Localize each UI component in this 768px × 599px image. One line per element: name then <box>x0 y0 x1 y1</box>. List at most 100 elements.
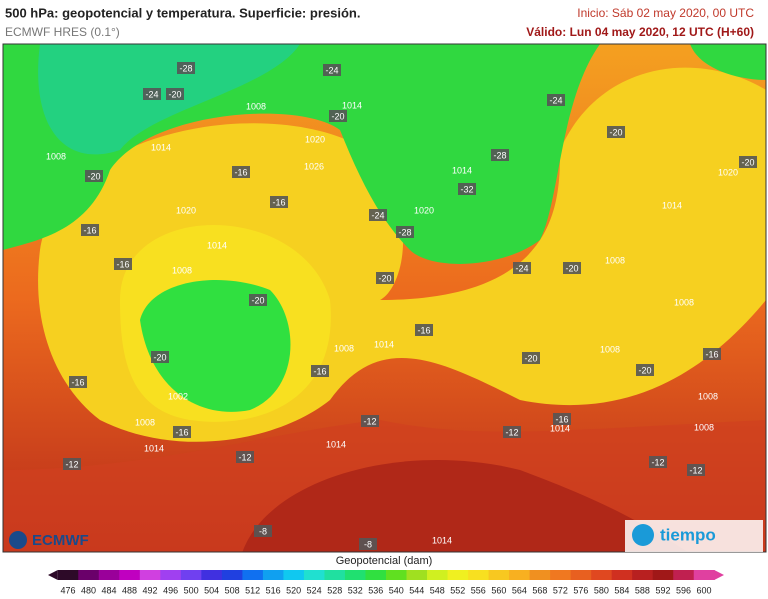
colorbar-swatch <box>344 570 366 580</box>
colorbar-swatch <box>591 570 613 580</box>
temperature-label: -16 <box>555 414 568 424</box>
colorbar-tick-label: 544 <box>409 585 424 595</box>
temperature-label: -16 <box>417 325 430 335</box>
ecmwf-text: ECMWF <box>32 532 89 549</box>
colorbar-tick-label: 524 <box>307 585 322 595</box>
temperature-label: -16 <box>313 366 326 376</box>
temperature-label: -24 <box>371 210 384 220</box>
colorbar-tick-label: 596 <box>676 585 691 595</box>
colorbar-swatch <box>262 570 284 580</box>
temperature-label: -16 <box>272 197 285 207</box>
colorbar-swatch <box>365 570 387 580</box>
title: 500 hPa: geopotencial y temperatura. Sup… <box>5 5 360 20</box>
temperature-label: -20 <box>524 353 537 363</box>
pressure-label: 1008 <box>674 297 694 307</box>
temperature-label: -8 <box>364 539 372 549</box>
temp-box <box>359 538 377 550</box>
colorbar-tick-label: 492 <box>143 585 158 595</box>
temp-box <box>329 110 347 122</box>
temperature-label: -24 <box>145 89 158 99</box>
colorbar-tick-label: 592 <box>655 585 670 595</box>
temp-box <box>249 294 267 306</box>
pressure-label: 1020 <box>718 167 738 177</box>
colorbar-swatch <box>509 570 531 580</box>
temperature-label: -20 <box>609 127 622 137</box>
colorbar-swatch <box>427 570 449 580</box>
pressure-label: 1008 <box>246 101 266 111</box>
temp-box <box>143 88 161 100</box>
pressure-label: 1008 <box>698 391 718 401</box>
temp-box <box>739 156 757 168</box>
temperature-label: -32 <box>460 184 473 194</box>
temperature-label: -20 <box>251 295 264 305</box>
temp-box <box>376 272 394 284</box>
temperature-label: -28 <box>398 227 411 237</box>
pressure-label: 1014 <box>374 339 394 349</box>
tiempo-text: tiempo <box>660 525 716 544</box>
colorbar-tick-label: 548 <box>430 585 445 595</box>
temperature-label: -12 <box>651 457 664 467</box>
pressure-label: 1014 <box>326 439 346 449</box>
colorbar-tick-label: 536 <box>368 585 383 595</box>
pressure-label: 1008 <box>172 265 192 275</box>
temperature-label: -20 <box>741 157 754 167</box>
colorbar-tick-label: 504 <box>204 585 219 595</box>
temperature-label: -16 <box>116 259 129 269</box>
temp-box <box>236 451 254 463</box>
map <box>3 44 766 552</box>
colorbar-tick-label: 508 <box>225 585 240 595</box>
pressure-label: 1020 <box>305 134 325 144</box>
colorbar-swatch <box>570 570 592 580</box>
pressure-label: 1026 <box>304 161 324 171</box>
pressure-label: 1014 <box>662 200 682 210</box>
temp-box <box>547 94 565 106</box>
pressure-label: 1014 <box>151 142 171 152</box>
temp-box <box>114 258 132 270</box>
colorbar-swatch <box>468 570 490 580</box>
colorbar-tick-label: 564 <box>512 585 527 595</box>
colorbar-arrow-left <box>48 570 58 580</box>
temp-box <box>69 376 87 388</box>
colorbar-tick-label: 576 <box>573 585 588 595</box>
pressure-label: 1002 <box>168 391 188 401</box>
pressure-label: 1020 <box>176 205 196 215</box>
temperature-label: -24 <box>515 263 528 273</box>
pressure-label: 1014 <box>207 240 227 250</box>
colorbar-tick-label: 600 <box>696 585 711 595</box>
colorbar-tick-label: 584 <box>614 585 629 595</box>
colorbar-swatch <box>632 570 654 580</box>
pressure-label: 1008 <box>605 255 625 265</box>
colorbar-label: Geopotencial (dam) <box>336 555 433 567</box>
colorbar-swatch <box>693 570 715 580</box>
colorbar-tick-label: 496 <box>163 585 178 595</box>
temperature-label: -16 <box>175 427 188 437</box>
tiempo-logo: tiempo <box>625 520 763 552</box>
temperature-label: -20 <box>565 263 578 273</box>
temperature-label: -20 <box>378 273 391 283</box>
temp-box <box>491 149 509 161</box>
colorbar-tick-label: 500 <box>184 585 199 595</box>
temp-box <box>166 88 184 100</box>
colorbar-tick-label: 484 <box>102 585 117 595</box>
pressure-label: 1008 <box>694 422 714 432</box>
temp-box <box>607 126 625 138</box>
temp-box <box>151 351 169 363</box>
colorbar-swatch <box>324 570 346 580</box>
colorbar-swatch <box>221 570 243 580</box>
temp-box <box>703 348 721 360</box>
colorbar-swatch <box>386 570 408 580</box>
temp-box <box>458 183 476 195</box>
temperature-label: -24 <box>325 65 338 75</box>
pressure-label: 1014 <box>432 535 452 545</box>
temperature-label: -16 <box>71 377 84 387</box>
colorbar-swatch <box>57 570 79 580</box>
colorbar-tick-label: 488 <box>122 585 137 595</box>
temp-box <box>513 262 531 274</box>
temp-box <box>323 64 341 76</box>
temperature-label: -24 <box>549 95 562 105</box>
colorbar-swatch <box>406 570 428 580</box>
colorbar-tick-label: 580 <box>594 585 609 595</box>
valid-time: Válido: Lun 04 may 2020, 12 UTC (H+60) <box>526 25 754 39</box>
colorbar-arrow-right <box>714 570 724 580</box>
